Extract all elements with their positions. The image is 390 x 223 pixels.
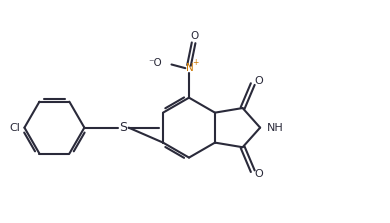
Text: S: S [120, 121, 128, 134]
Text: N: N [186, 63, 194, 73]
Text: NH: NH [267, 123, 284, 133]
Text: +: + [192, 58, 199, 67]
Text: O: O [190, 31, 199, 41]
Text: O: O [254, 76, 262, 86]
Text: ⁻O: ⁻O [149, 58, 162, 68]
Text: O: O [254, 169, 262, 179]
Text: Cl: Cl [10, 123, 21, 133]
